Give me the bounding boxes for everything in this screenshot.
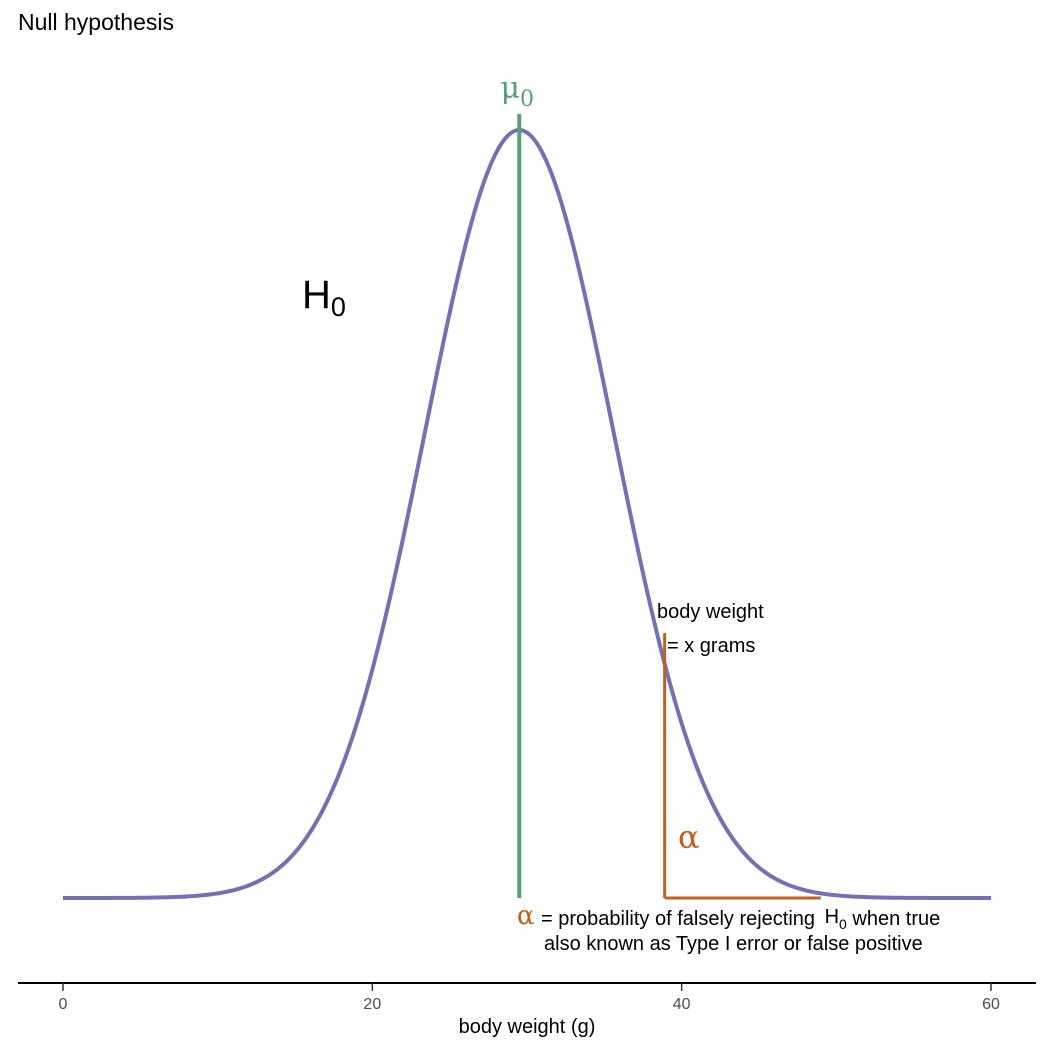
x-tick-label: 0 bbox=[59, 996, 68, 1013]
alpha-tail-label: α bbox=[678, 818, 700, 856]
x-tick-label: 20 bbox=[363, 996, 381, 1013]
curve-label-letter: H bbox=[302, 273, 331, 317]
curve-label: H0 bbox=[302, 273, 346, 322]
x-tick-label: 40 bbox=[673, 996, 691, 1013]
mean-label-symbol: μ bbox=[501, 71, 521, 106]
curve-label-subscript: 0 bbox=[331, 292, 346, 322]
alpha-note-line1: = probability of falsely rejecting H0 wh… bbox=[541, 906, 940, 932]
alpha-note-prefix: = probability of falsely rejecting bbox=[541, 908, 821, 930]
chart-title: Null hypothesis bbox=[18, 9, 174, 35]
density-curve-series bbox=[63, 128, 991, 900]
x-tick-label: 60 bbox=[982, 996, 1000, 1013]
threshold-label-line2: = x grams bbox=[667, 635, 755, 657]
threshold-label-line1: body weight bbox=[657, 601, 764, 623]
alpha-note-symbol: α bbox=[517, 901, 535, 931]
x-axis-label: body weight (g) bbox=[459, 1016, 596, 1038]
mean-label-subscript: 0 bbox=[520, 87, 534, 112]
mean-label: μ0 bbox=[501, 71, 535, 112]
alpha-note-h-subscript: 0 bbox=[839, 916, 847, 932]
alpha-note-suffix: when true bbox=[847, 908, 940, 930]
alpha-note-line2: also known as Type I error or false posi… bbox=[544, 933, 923, 955]
alpha-note-h-letter: H bbox=[825, 906, 839, 928]
x-axis-ticks: 0 20 40 60 bbox=[59, 983, 1000, 1013]
